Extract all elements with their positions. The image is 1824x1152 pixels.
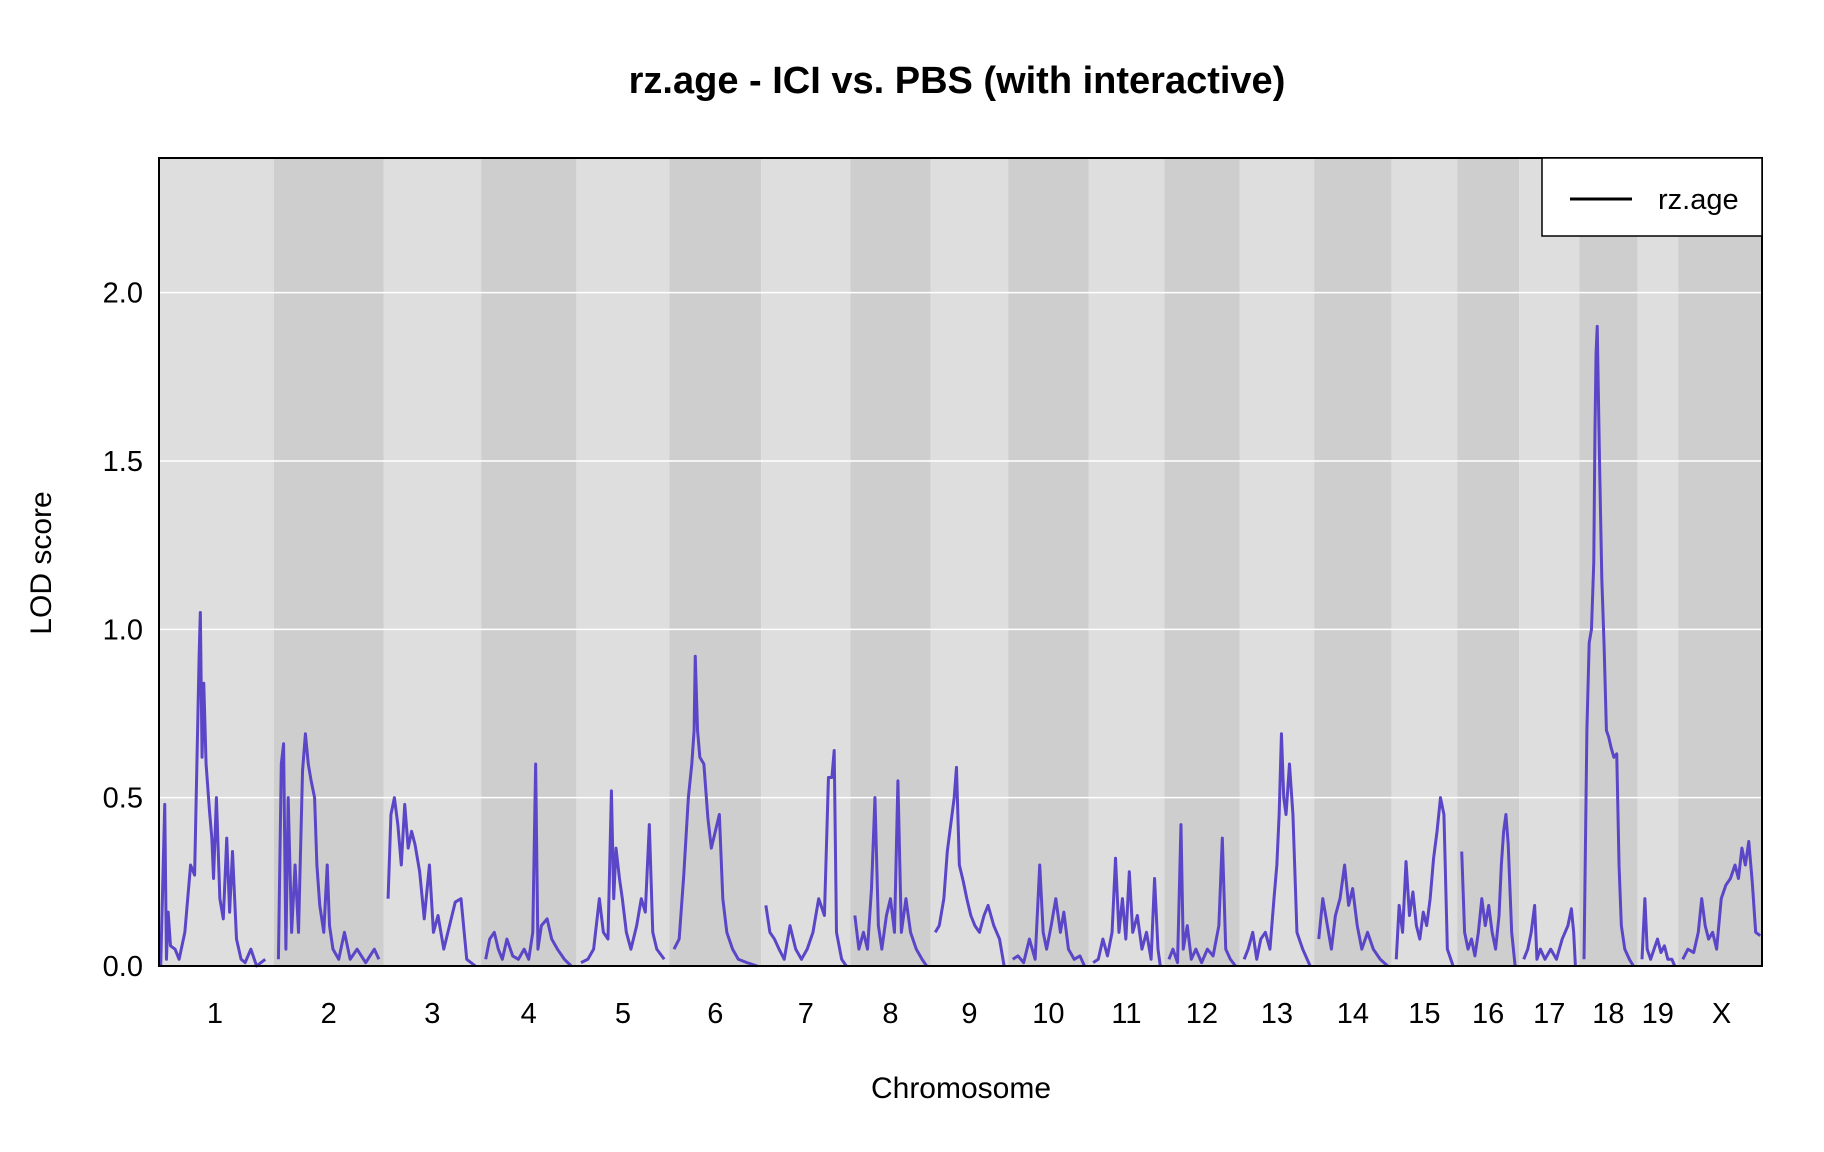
chromosome-band-11: [1088, 158, 1165, 966]
x-tick-label-chr-11: 11: [1111, 998, 1141, 1030]
lod-line-chr-17: [1522, 903, 1577, 967]
legend: rz.age: [1541, 157, 1763, 237]
chromosome-band-1: [159, 158, 274, 966]
x-tick-label-chr-9: 9: [961, 998, 977, 1030]
chromosome-band-8: [850, 158, 931, 966]
y-tick-label: 2.0: [103, 278, 143, 310]
lod-line-chr-19: [1640, 897, 1677, 967]
lod-line-chr-6: [672, 654, 758, 968]
x-tick-label-chr-17: 17: [1533, 998, 1565, 1030]
lod-line-chr-3: [386, 796, 477, 968]
chromosome-band-15: [1391, 158, 1458, 966]
legend-label-rz-age: rz.age: [1658, 184, 1739, 216]
lod-line-chr-1: [159, 611, 267, 968]
lod-line-chr-14: [1317, 863, 1389, 968]
x-tick-label-chr-14: 14: [1337, 998, 1369, 1030]
lod-line-chr-12: [1167, 823, 1237, 967]
x-tick-label-chr-X: X: [1712, 998, 1731, 1030]
chromosome-band-17: [1519, 158, 1580, 966]
lod-line-chr-18: [1582, 324, 1635, 967]
chromosome-band-5: [576, 158, 670, 966]
chart-title: rz.age - ICI vs. PBS (with interactive): [629, 60, 1286, 102]
x-tick-label-chr-4: 4: [521, 998, 537, 1030]
x-tick-label-chr-13: 13: [1261, 998, 1293, 1030]
lod-line-chr-7: [764, 749, 848, 967]
chromosome-band-16: [1457, 158, 1520, 966]
lod-line-chr-5: [580, 789, 666, 964]
chromosome-band-7: [761, 158, 851, 966]
y-axis-label: LOD score: [25, 491, 58, 634]
series-lines: [159, 324, 1762, 968]
x-axis-label: Chromosome: [871, 1072, 1051, 1105]
lod-line-chr-9: [933, 765, 1006, 967]
y-tick-label: 1.0: [103, 614, 143, 646]
lod-line-chr-X: [1681, 839, 1762, 960]
lod-line-chr-2: [276, 732, 381, 965]
x-tick-label-chr-2: 2: [321, 998, 337, 1030]
lod-line-chr-16: [1460, 813, 1517, 967]
chromosome-band-9: [930, 158, 1009, 966]
x-tick-label-chr-5: 5: [615, 998, 631, 1030]
y-tick-label: 0.0: [103, 951, 143, 983]
lod-line-chr-4: [484, 762, 573, 968]
plot-frame: [158, 157, 1763, 967]
x-tick-label-chr-8: 8: [882, 998, 898, 1030]
chromosome-band-12: [1164, 158, 1240, 966]
lod-line-chr-10: [1011, 863, 1086, 967]
x-tick-label-chr-6: 6: [707, 998, 723, 1030]
chromosome-band-14: [1314, 158, 1392, 966]
lod-line-chr-8: [853, 779, 928, 967]
legend-box: [1541, 157, 1763, 237]
chromosome-band-4: [481, 158, 577, 966]
chromosome-band-18: [1579, 158, 1638, 966]
lod-line-chr-11: [1092, 856, 1162, 967]
x-tick-label-chr-3: 3: [424, 998, 440, 1030]
x-axis-ticks: 1 2 3 4 5 6 7 8 9 10 11 12 13 14 15 16 17 18 19 X: [207, 998, 1731, 1030]
chromosome-band-6: [669, 158, 762, 966]
chromosome-band-19: [1637, 158, 1679, 966]
x-tick-label-chr-19: 19: [1642, 998, 1674, 1030]
x-tick-label-chr-15: 15: [1408, 998, 1440, 1030]
x-tick-label-chr-10: 10: [1032, 998, 1064, 1030]
lod-line-chr-13: [1242, 732, 1312, 967]
y-tick-label: 0.5: [103, 783, 143, 815]
y-axis-ticks: 0.0 0.5 1.0 1.5 2.0: [103, 278, 143, 983]
x-tick-label-chr-18: 18: [1592, 998, 1624, 1030]
x-tick-label-chr-12: 12: [1186, 998, 1218, 1030]
chromosome-band-10: [1008, 158, 1089, 966]
x-tick-label-chr-16: 16: [1472, 998, 1504, 1030]
y-tick-label: 1.5: [103, 446, 143, 478]
gridlines: [159, 291, 1762, 799]
lod-line-chr-15: [1394, 796, 1455, 967]
x-tick-label-chr-7: 7: [798, 998, 814, 1030]
x-tick-label-chr-1: 1: [207, 998, 223, 1030]
